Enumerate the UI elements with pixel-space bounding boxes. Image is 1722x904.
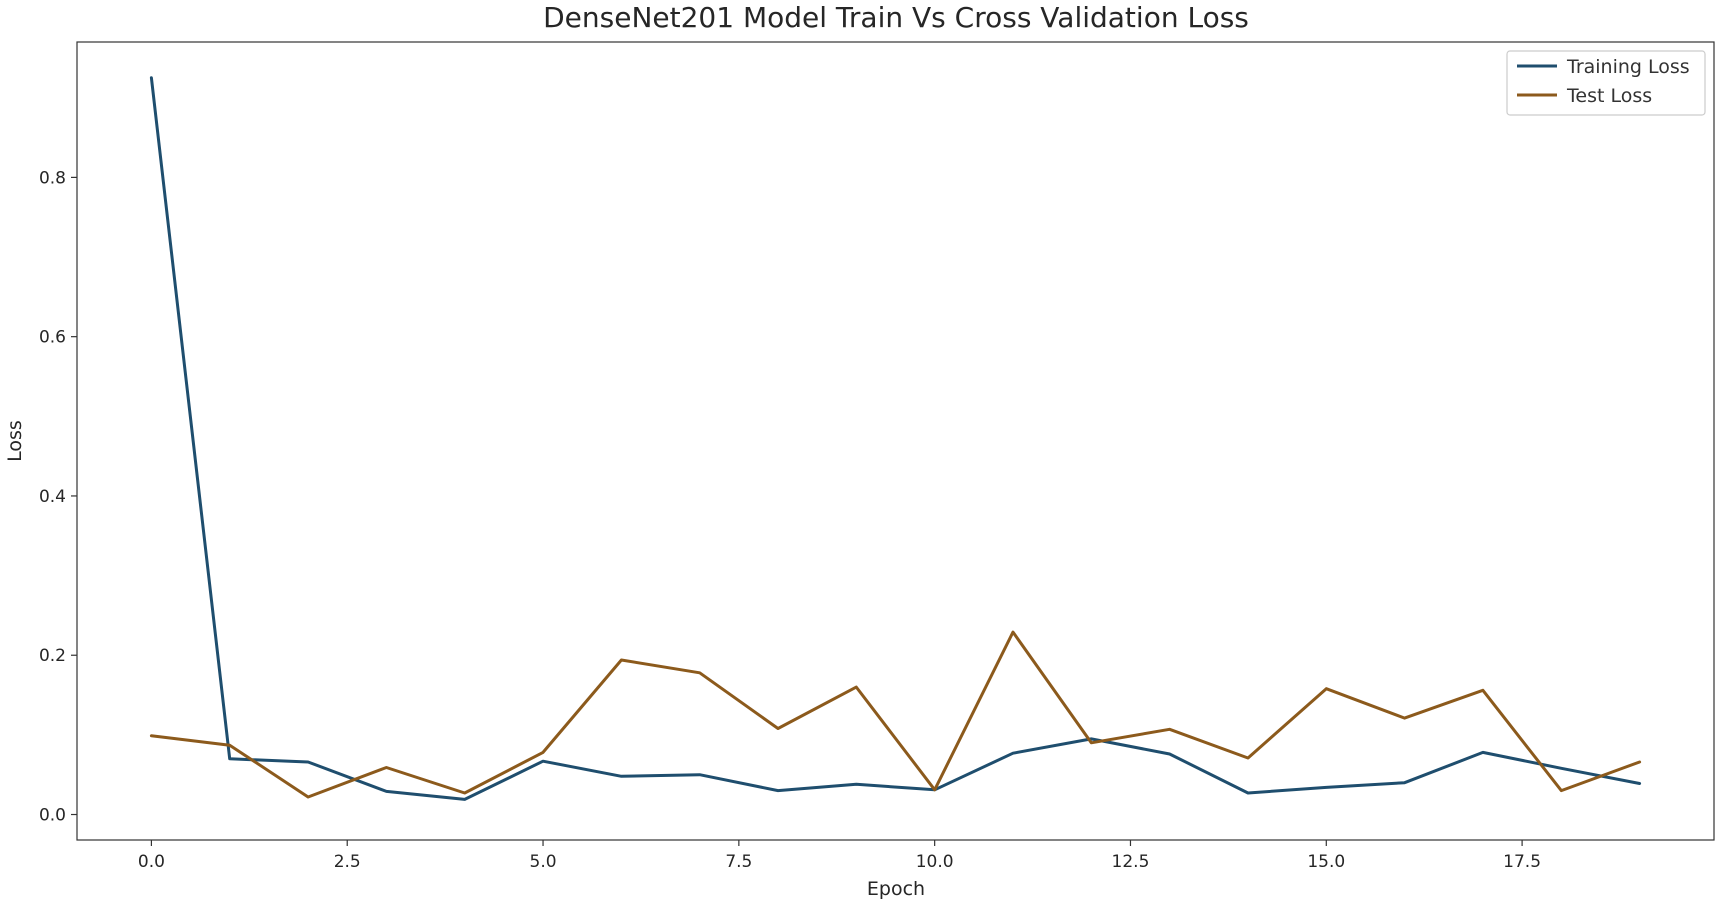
x-tick-label: 10.0	[916, 852, 954, 872]
x-tick-label: 15.0	[1307, 852, 1345, 872]
y-tick-label: 0.8	[39, 168, 66, 188]
x-tick-label: 17.5	[1503, 852, 1541, 872]
x-tick-label: 7.5	[725, 852, 752, 872]
x-axis-ticks: 0.0 2.5 5.0 7.5 10.0 12.5 15.0 17.5	[138, 840, 1541, 872]
series-line-test-loss	[149, 630, 1642, 799]
x-tick-label: 12.5	[1112, 852, 1150, 872]
y-tick-label: 0.0	[39, 806, 66, 826]
legend: Training Loss Test Loss	[1506, 50, 1706, 116]
chart-title: DenseNet201 Model Train Vs Cross Validat…	[543, 1, 1249, 34]
plot-area	[76, 41, 1715, 841]
y-axis-label: Loss	[4, 420, 26, 462]
y-tick-label: 0.6	[39, 328, 66, 348]
series-layer	[149, 76, 1642, 801]
series-line-training-loss	[149, 76, 1642, 801]
legend-label-test-loss: Test Loss	[1566, 85, 1652, 107]
x-tick-label: 0.0	[138, 852, 165, 872]
x-tick-label: 2.5	[334, 852, 361, 872]
x-tick-label: 5.0	[530, 852, 557, 872]
legend-label-training-loss: Training Loss	[1566, 56, 1690, 78]
y-tick-label: 0.2	[39, 646, 66, 666]
y-tick-label: 0.4	[39, 487, 66, 507]
x-axis-label: Epoch	[867, 878, 925, 900]
y-axis-ticks: 0.0 0.2 0.4 0.6 0.8	[39, 168, 77, 826]
